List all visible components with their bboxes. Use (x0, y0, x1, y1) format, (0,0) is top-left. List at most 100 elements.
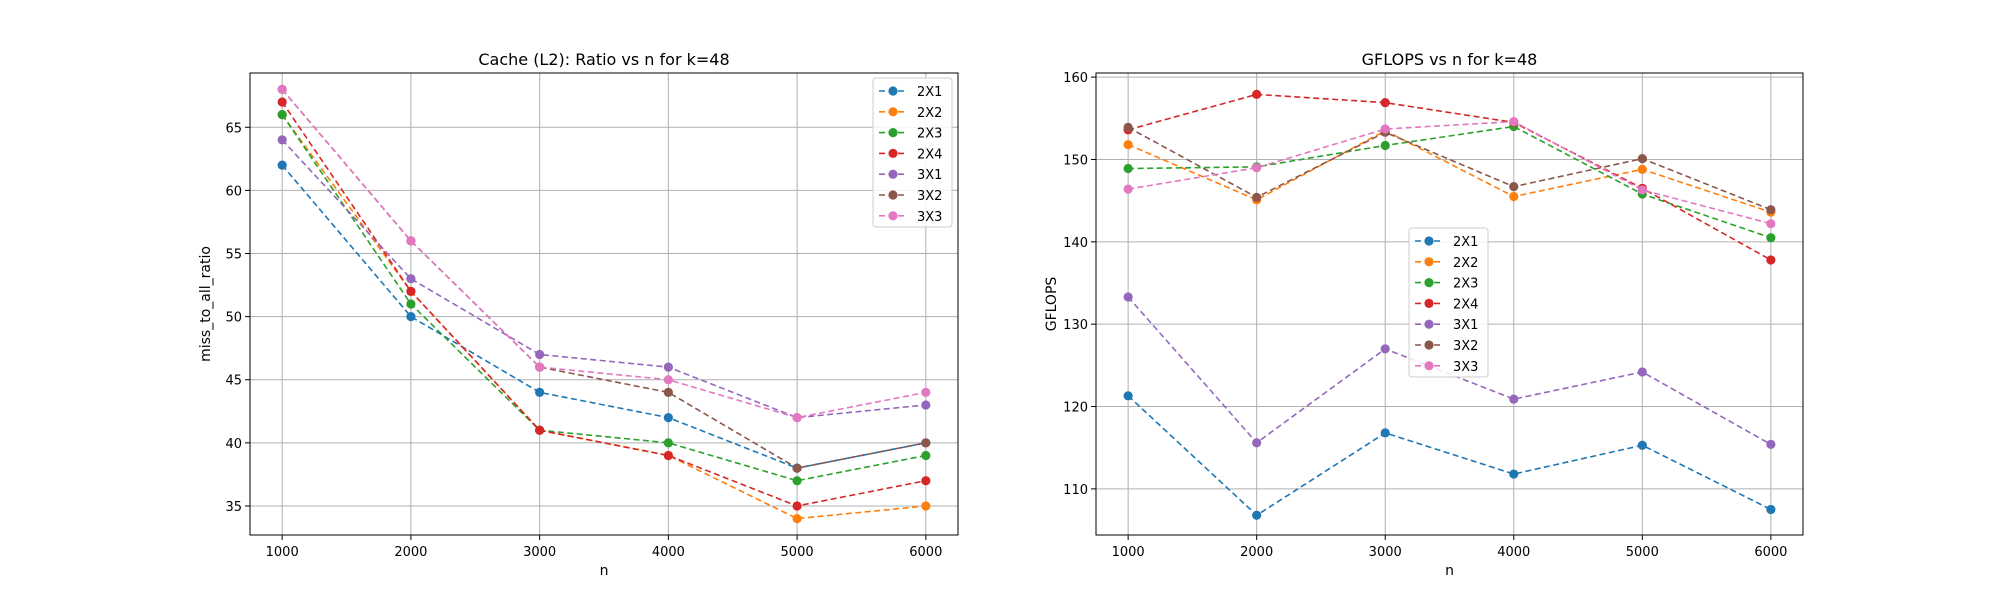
data-point-2X1 (1380, 428, 1390, 438)
data-point-3X2 (921, 438, 931, 448)
data-point-3X1 (1766, 439, 1776, 450)
y-axis-label: miss_to_all_ratio (198, 246, 214, 362)
data-point-3X1 (1123, 292, 1133, 302)
y-tick-label: 110 (1063, 483, 1088, 498)
legend-label-3X3: 3X3 (917, 210, 942, 225)
y-tick-label: 50 (225, 311, 242, 326)
y-tick-label: 160 (1063, 71, 1088, 86)
legend-label-3X2: 3X2 (917, 189, 942, 204)
data-point-2X2 (1509, 191, 1519, 202)
legend-label-2X3: 2X3 (917, 127, 942, 142)
x-tick-label: 4000 (652, 545, 685, 560)
y-tick-label: 120 (1063, 401, 1088, 416)
legend: 2X1 2X2 2X3 2X4 3X1 3X2 3X3 (1408, 227, 1489, 378)
legend-label-2X4: 2X4 (917, 147, 942, 162)
data-point-2X3 (406, 299, 416, 309)
series-line-2X2 (281, 114, 926, 520)
data-point-2X4 (1766, 255, 1776, 265)
legend-marker-2X2 (1424, 257, 1434, 267)
data-point-2X1 (1637, 440, 1647, 450)
data-point-2X1 (1766, 504, 1776, 515)
data-point-2X4 (921, 476, 931, 486)
data-point-2X2 (921, 501, 931, 511)
data-point-2X4 (406, 286, 416, 296)
chart-panel-1: 1000 2000 3000 4000 5000 6000 35 40 45 50 55 60 65 Ca… (198, 50, 959, 579)
data-point-3X1 (921, 400, 931, 410)
legend-marker-2X3 (888, 128, 898, 138)
x-tick-label: 3000 (523, 545, 556, 560)
series-line-2X4 (281, 101, 926, 507)
data-point-3X3 (535, 362, 545, 372)
x-tick-label: 5000 (1626, 545, 1659, 560)
y-tick-label: 55 (225, 248, 242, 263)
series-line-3X2 (1127, 126, 1772, 211)
data-point-2X4 (792, 501, 802, 511)
data-point-3X3 (921, 387, 931, 397)
data-point-2X2 (1637, 164, 1647, 174)
axes-frame (249, 72, 959, 536)
data-point-3X1 (277, 135, 287, 145)
x-tick-label: 2000 (1240, 545, 1273, 560)
y-tick-label: 45 (225, 374, 242, 389)
data-point-3X3 (1123, 184, 1133, 194)
x-tick-label: 1000 (266, 545, 299, 560)
x-tick-label: 1000 (1112, 545, 1145, 560)
data-point-2X1 (663, 413, 673, 423)
legend-label-3X2: 3X2 (1453, 339, 1478, 354)
legend-marker-3X1 (1424, 319, 1434, 329)
legend-marker-2X1 (888, 86, 898, 96)
data-point-3X3 (1637, 185, 1647, 195)
legend: 2X1 2X2 2X3 2X4 3X1 3X2 3X3 (872, 77, 953, 228)
series-line-2X3 (1128, 125, 1772, 239)
y-tick-label: 130 (1063, 318, 1088, 333)
series-line-3X3 (281, 88, 926, 419)
data-point-2X3 (1766, 233, 1776, 243)
axes-frame (1095, 72, 1804, 536)
data-point-2X4 (663, 450, 673, 461)
x-tick-label: 2000 (394, 545, 427, 560)
legend-marker-2X4 (888, 148, 898, 158)
series-line-2X2 (1127, 129, 1772, 213)
data-point-3X3 (792, 413, 802, 423)
legend-marker-3X2 (888, 190, 898, 200)
legend-marker-3X2 (1424, 340, 1434, 350)
data-point-2X3 (663, 438, 673, 448)
series-line-2X1 (281, 164, 926, 469)
data-point-2X2 (792, 513, 802, 524)
data-point-3X1 (1252, 438, 1262, 448)
series-line-3X1 (281, 139, 926, 419)
x-tick-label: 6000 (1754, 545, 1787, 560)
data-point-2X4 (277, 97, 287, 107)
data-point-2X2 (1123, 140, 1133, 150)
chart-panel-2: 1000 2000 3000 4000 5000 6000 110 120 130 140 150 1… (1044, 50, 1804, 579)
data-point-2X4 (1252, 89, 1262, 100)
legend-label-3X1: 3X1 (917, 168, 942, 183)
data-point-3X1 (406, 274, 416, 284)
data-point-2X3 (1123, 163, 1133, 174)
data-point-2X3 (921, 450, 931, 461)
data-point-2X1 (1509, 469, 1519, 479)
data-point-3X3 (277, 84, 287, 95)
data-point-2X3 (1380, 140, 1390, 151)
data-point-2X1 (406, 312, 416, 322)
series-line-2X3 (281, 114, 926, 482)
legend-marker-2X2 (888, 107, 898, 117)
data-point-3X1 (1380, 344, 1390, 354)
legend-label-2X1: 2X1 (917, 85, 942, 100)
chart-title: GFLOPS vs n for k=48 (1362, 50, 1538, 69)
y-tick-label: 65 (225, 121, 242, 136)
legend-marker-3X3 (1424, 361, 1434, 371)
data-point-2X1 (535, 387, 545, 397)
data-point-3X3 (406, 236, 416, 246)
data-point-3X3 (663, 375, 673, 385)
legend-label-2X3: 2X3 (1453, 277, 1478, 292)
series-line-2X1 (1127, 395, 1772, 517)
y-axis-label: GFLOPS (1044, 277, 1060, 332)
data-point-3X2 (663, 387, 673, 397)
legend-marker-2X4 (1424, 298, 1434, 308)
data-point-3X2 (1637, 154, 1647, 164)
series-line-3X3 (1128, 120, 1772, 225)
data-point-3X1 (535, 349, 545, 360)
chart-title: Cache (L2): Ratio vs n for k=48 (478, 50, 729, 69)
